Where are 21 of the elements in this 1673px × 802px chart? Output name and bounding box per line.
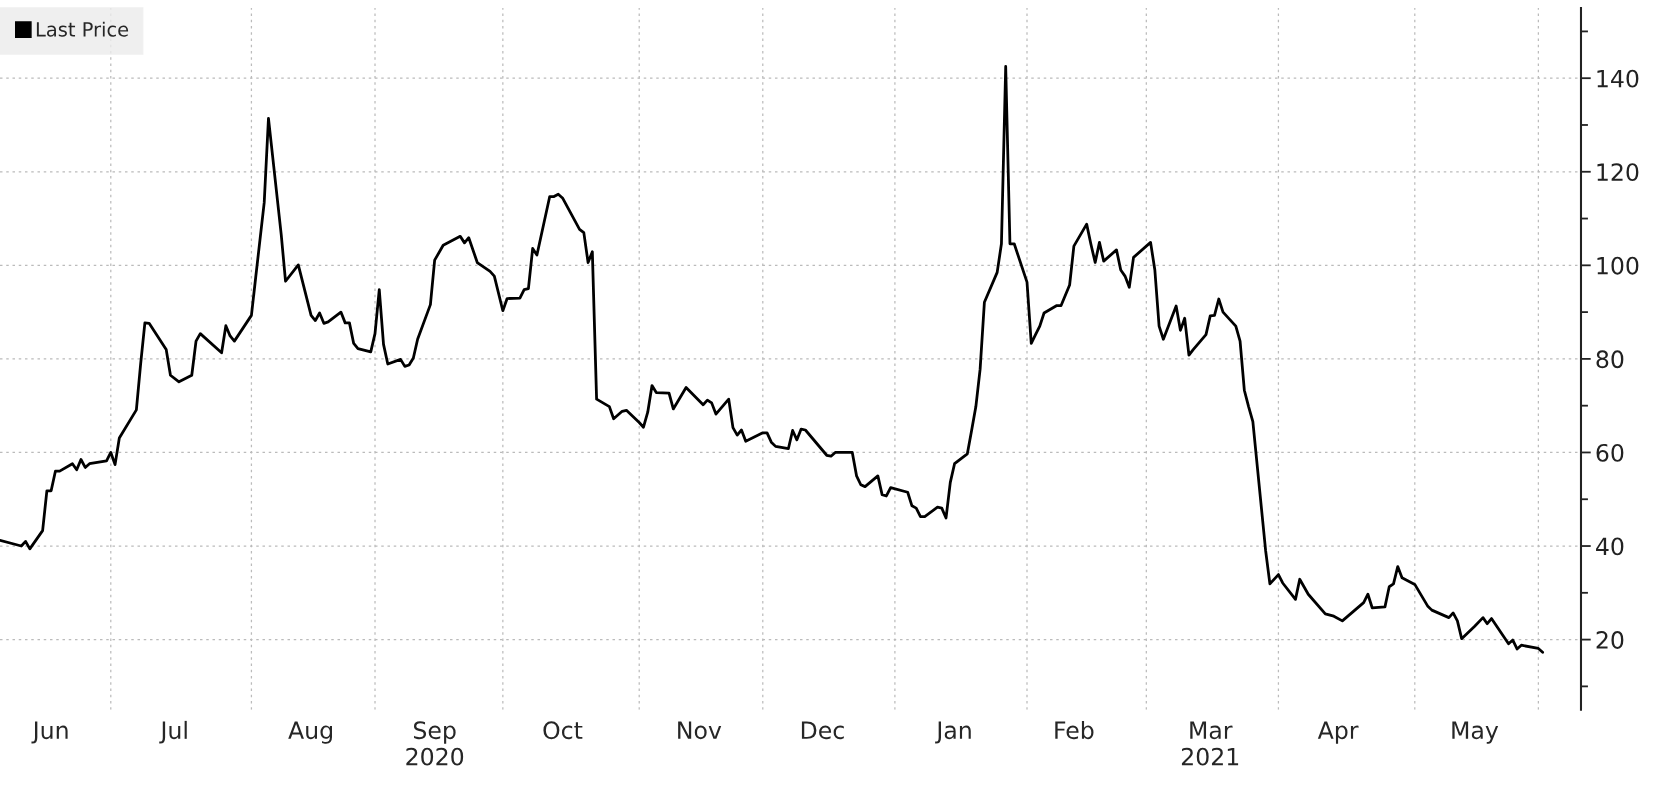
x-tick-label: Oct — [543, 721, 583, 740]
y-tick-label: 20 — [1596, 631, 1624, 649]
line-series — [0, 65, 1545, 654]
x-tick-label: Dec — [801, 721, 844, 740]
y-tick-label: 80 — [1596, 350, 1624, 369]
y-tick-label: 60 — [1596, 443, 1624, 462]
y-tick-label: 40 — [1596, 537, 1624, 556]
x-tick-label: Aug — [288, 721, 332, 744]
y-tick-label: 100 — [1597, 256, 1639, 275]
x-tick-label: Jun — [31, 721, 68, 744]
x-tick-label: Feb — [1055, 720, 1094, 740]
x-tick-label: Sep 2020 — [406, 721, 464, 766]
x-tick-label: Nov — [678, 721, 722, 740]
x-tick-label: Jul — [159, 720, 187, 744]
x-tick-label: Apr — [1317, 721, 1359, 744]
x-tick-label: Mar 2021 — [1181, 721, 1239, 766]
x-tick-label: May — [1452, 721, 1499, 744]
x-tick-label: Jan — [935, 721, 971, 744]
legend-label: Last Price — [36, 21, 129, 37]
y-tick-label: 120 — [1597, 163, 1639, 182]
y-tick-label: 140 — [1597, 69, 1639, 88]
